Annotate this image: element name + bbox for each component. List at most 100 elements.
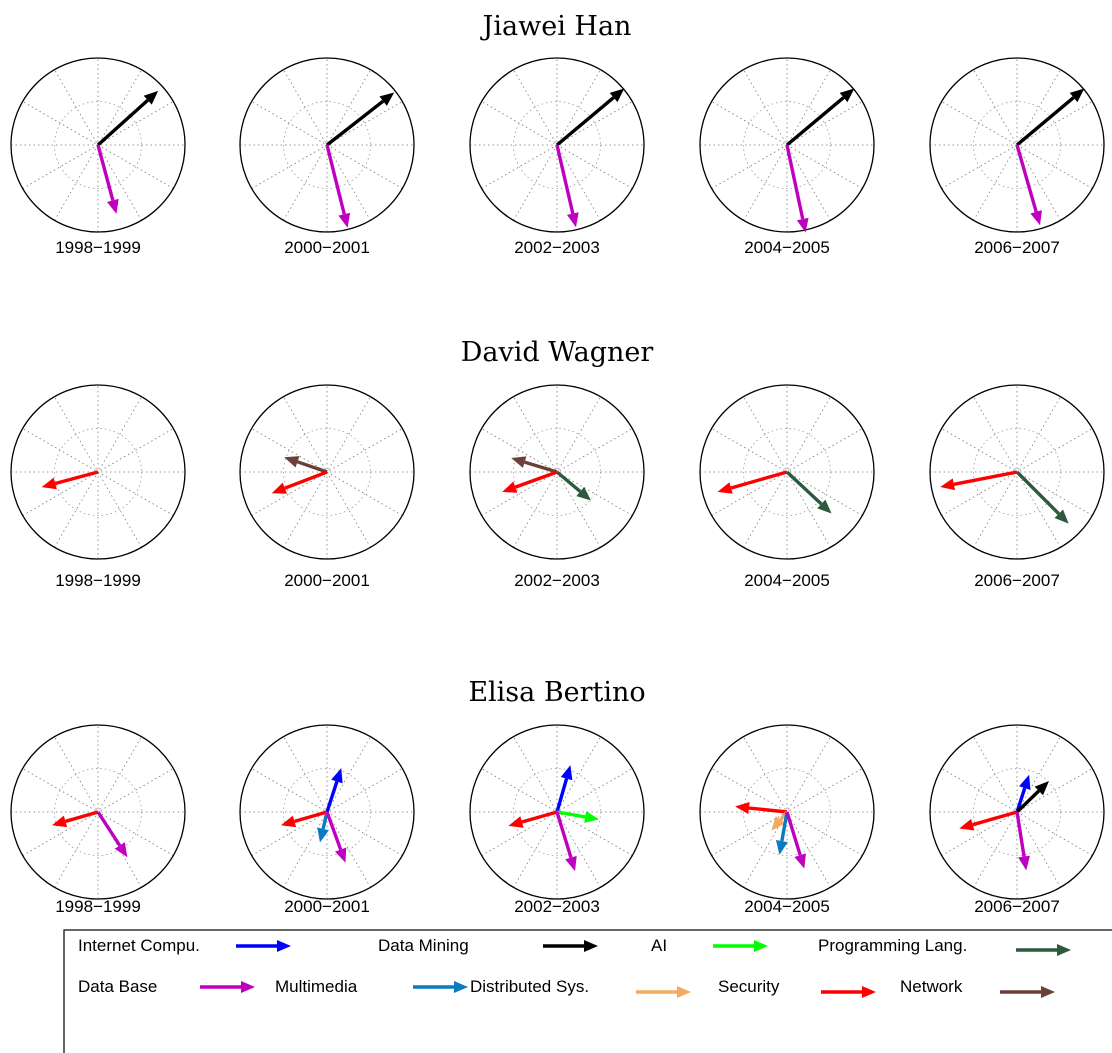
vector-data-mining-head (1069, 88, 1085, 103)
vector-data-base-shaft (555, 144, 575, 214)
vector-data-mining-head (143, 90, 159, 105)
vector-data-base-head (335, 847, 347, 863)
period-label: 2000−2001 (284, 238, 370, 257)
legend-item-security: Security (718, 977, 876, 998)
legend-item-data-base: Data Base (78, 977, 255, 996)
period-label: 2006−2007 (974, 897, 1060, 916)
grid-spoke (743, 396, 831, 548)
vector-ai-shaft (556, 810, 586, 819)
vector-security (959, 810, 1018, 831)
compass-outline (699, 57, 875, 233)
legend-label: Distributed Sys. (470, 977, 589, 996)
legend-swatch-ai (713, 940, 768, 952)
grid-spoke (54, 736, 142, 888)
grid-ring (973, 101, 1061, 189)
vector-programming-lang (555, 470, 591, 501)
panel-title: Elisa Bertino (468, 677, 645, 708)
vector-security-shaft (514, 470, 558, 489)
vector-data-mining (96, 90, 159, 147)
compass-subplot: 2006−2007 (929, 57, 1105, 257)
grid-ring (283, 101, 371, 189)
vector-data-base-head (1030, 210, 1042, 226)
vector-ai (556, 810, 599, 823)
vector-internet-compu (555, 765, 573, 813)
legend-item-network: Network (900, 977, 1055, 998)
vector-data-base-shaft (96, 144, 115, 201)
panel-elisa-bertino: Elisa Bertino 1998−1999 2000−2001 2002−2003… (10, 677, 1105, 916)
compass-outline (239, 384, 415, 560)
legend-item-internet-compu: Internet Compu. (78, 936, 291, 955)
compass-outline (929, 57, 1105, 233)
vector-internet-compu-shaft (555, 778, 569, 813)
legend-label: Security (718, 977, 780, 996)
grid-ring (54, 428, 142, 516)
vector-internet-compu-shaft (325, 780, 339, 813)
legend-box: Internet Compu. Data Mining AI Programming … (63, 929, 1112, 1053)
grid-ring (54, 101, 142, 189)
vector-security-head (735, 802, 750, 814)
period-label: 2000−2001 (284, 571, 370, 590)
compass-outline (929, 724, 1105, 900)
legend-label: Data Base (78, 977, 157, 996)
vector-multimedia-head (775, 840, 788, 855)
grid-spoke (941, 101, 1093, 189)
vector-data-mining-head (839, 88, 855, 103)
vector-security (41, 470, 99, 490)
legend-item-distributed-sys: Distributed Sys. (470, 977, 691, 998)
compass-subplot: 2004−2005 (699, 724, 875, 916)
compass-subplot: 1998−1999 (10, 384, 186, 590)
grid-spoke (711, 101, 863, 189)
compass-subplot: 2004−2005 (699, 384, 875, 590)
vector-data-base-head (796, 217, 809, 233)
period-label: 2006−2007 (974, 238, 1060, 257)
grid-ring (743, 428, 831, 516)
grid-spoke (513, 396, 601, 548)
legend-label: Multimedia (275, 977, 358, 996)
grid-spoke (54, 736, 142, 888)
vector-security-head (959, 818, 975, 831)
vector-security-head (271, 482, 287, 494)
vector-data-base-shaft (1015, 144, 1038, 213)
vector-data-mining-shaft (325, 99, 385, 147)
compass-outline (699, 384, 875, 560)
grid-ring (973, 768, 1061, 856)
grid-ring (513, 101, 601, 189)
vector-internet-compu-head (331, 768, 343, 784)
legend-swatch-programming-lang (1016, 944, 1071, 956)
legend-swatch-internet-compu (236, 940, 291, 952)
vector-security (502, 470, 558, 493)
vector-security (52, 810, 99, 828)
vector-data-base-shaft (325, 811, 343, 851)
grid-ring (513, 768, 601, 856)
grid-ring (743, 768, 831, 856)
vector-data-base-head (338, 212, 351, 228)
grid-ring (973, 428, 1061, 516)
grid-spoke (54, 396, 142, 548)
panel-david-wagner: David Wagner 1998−1999 2000−2001 2002−2003 2… (10, 337, 1105, 590)
vector-programming-lang-head (576, 486, 591, 501)
legend-swatch-distributed-sys (636, 986, 691, 998)
vector-data-mining-shaft (555, 96, 615, 147)
compass-subplot: 1998−1999 (10, 724, 186, 916)
vector-data-mining-head (609, 88, 625, 103)
legend-label: Programming Lang. (818, 936, 967, 955)
compass-subplot: 2000−2001 (239, 384, 415, 590)
period-label: 2004−2005 (744, 897, 830, 916)
compass-subplot: 2002−2003 (469, 724, 645, 916)
vector-data-base (785, 144, 809, 233)
legend-swatch-network-head (1041, 986, 1055, 998)
compass-subplot: 2002−2003 (469, 384, 645, 590)
compass-outline (10, 57, 186, 233)
vector-data-base-shaft (555, 811, 573, 859)
legend-swatch-security (821, 986, 876, 998)
vector-security-head (508, 816, 524, 828)
vector-security (508, 810, 558, 828)
vector-internet-compu (1015, 774, 1031, 813)
legend-label: Network (900, 977, 963, 996)
period-label: 2000−2001 (284, 897, 370, 916)
legend-swatch-data-base (200, 981, 255, 993)
compass-subplot: 2004−2005 (699, 57, 875, 257)
compass-subplot: 2000−2001 (239, 724, 415, 916)
vector-data-base (325, 144, 351, 228)
